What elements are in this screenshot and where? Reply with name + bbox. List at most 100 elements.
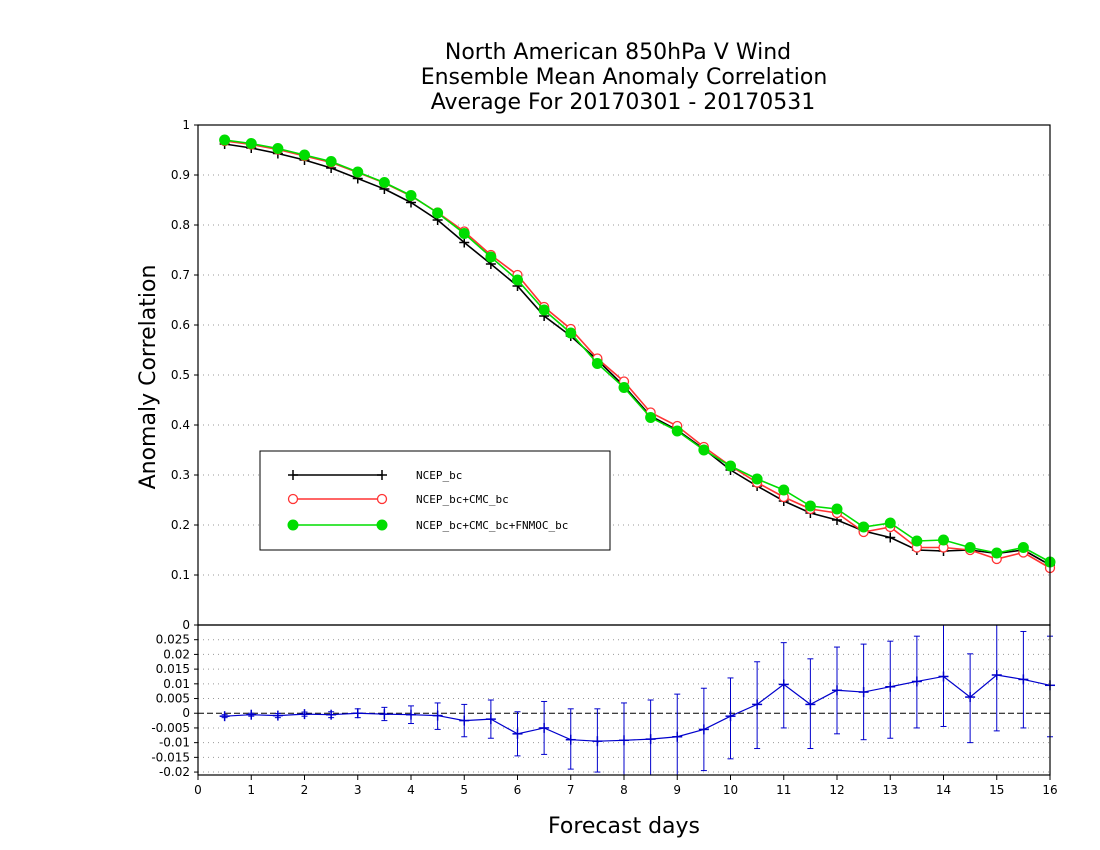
main-y-tick-label: 0.6 <box>171 318 190 332</box>
x-axis-title: Forecast days <box>548 814 700 839</box>
diff-point <box>938 671 949 682</box>
series-2-point <box>804 500 816 512</box>
diff-point <box>1018 674 1029 685</box>
series-2-point <box>512 274 523 286</box>
diff-y-tick-label: -0.01 <box>159 736 190 750</box>
series-2-point <box>751 473 763 485</box>
series-2-point <box>698 444 710 456</box>
diff-point <box>272 710 283 721</box>
x-tick-label: 2 <box>301 783 309 797</box>
diff-y-tick-label: 0.025 <box>156 633 190 647</box>
main-y-tick-label: 0.9 <box>171 168 190 182</box>
series-2-point <box>565 327 577 339</box>
diff-point <box>911 676 922 687</box>
legend-label-0: NCEP_bc <box>416 469 462 482</box>
x-tick-label: 10 <box>723 783 738 797</box>
series-2-point <box>858 521 870 533</box>
legend-marker-right-1 <box>376 493 388 505</box>
legend-marker-left-0 <box>288 470 298 480</box>
diff-point <box>698 724 709 735</box>
series-2-point <box>991 547 1003 559</box>
series-2-point <box>219 134 231 146</box>
axes-frame <box>194 124 1051 780</box>
diff-point <box>219 711 230 722</box>
series-0-point <box>885 532 896 543</box>
diff-point <box>326 709 337 720</box>
series-2-point <box>458 228 470 239</box>
diff-point <box>565 734 576 745</box>
diff-point <box>885 681 896 692</box>
diff-point <box>672 731 683 742</box>
series-2-point <box>245 138 257 149</box>
series-2-point <box>352 166 364 178</box>
tick-labels: 00.10.20.30.40.50.60.70.80.910.0250.020.… <box>151 118 1057 797</box>
x-tick-label: 6 <box>514 783 522 797</box>
legend-box <box>259 450 611 551</box>
diff-y-tick-label: -0.005 <box>151 721 190 735</box>
series-0-point <box>459 237 470 248</box>
series-2-point <box>485 251 497 263</box>
main-y-tick-label: 0.7 <box>171 268 190 282</box>
main-y-tick-label: 0.1 <box>171 568 190 582</box>
main-y-tick-label: 0.5 <box>171 368 190 382</box>
series-2-point <box>538 304 550 316</box>
chart-title-line-3: Average For 20170301 - 20170531 <box>431 90 816 115</box>
main-y-tick-label: 0.4 <box>171 418 190 432</box>
series-2-point <box>1017 542 1029 553</box>
series-2-point <box>778 484 790 496</box>
main-panel-grid <box>198 174 1050 576</box>
chart-title-line-2: Ensemble Mean Anomaly Correlation <box>421 65 828 90</box>
series-2-point <box>725 460 736 472</box>
diff-point <box>832 685 842 696</box>
x-tick-label: 12 <box>829 783 844 797</box>
series-2-point <box>378 177 390 188</box>
diff-point <box>406 709 416 720</box>
diff-point <box>379 709 390 720</box>
series-2-point <box>911 535 923 547</box>
main-y-tick-label: 0.3 <box>171 468 190 482</box>
diff-point <box>512 728 523 739</box>
series-2-point <box>671 425 683 437</box>
series-2-point <box>299 149 310 161</box>
x-tick-label: 14 <box>936 783 951 797</box>
diff-point <box>965 692 976 703</box>
legend-marker-left-2 <box>287 519 299 531</box>
legend-marker-left-1 <box>287 493 299 505</box>
legend-label-1: NCEP_bc+CMC_bc <box>416 493 509 506</box>
diff-point <box>619 735 629 746</box>
chart-title-line-1: North American 850hPa V Wind <box>445 40 791 65</box>
diff-point <box>459 715 470 726</box>
diff-y-tick-label: 0.005 <box>156 692 190 706</box>
diff-point <box>991 670 1002 680</box>
series-2-point <box>938 534 949 546</box>
diff-point <box>858 687 869 698</box>
main-y-tick-label: 1 <box>182 118 190 132</box>
series-2-point <box>645 412 657 423</box>
diff-point <box>778 679 789 690</box>
legend-marker-right-0 <box>377 470 387 480</box>
series-2-point <box>272 143 284 154</box>
diff-point <box>539 722 550 733</box>
legend-label-2: NCEP_bc+CMC_bc+FNMOC_bc <box>416 519 568 532</box>
diff-point <box>805 699 816 710</box>
legend-marker-right-2 <box>376 519 388 531</box>
x-tick-label: 3 <box>354 783 362 797</box>
x-tick-label: 15 <box>989 783 1004 797</box>
series-2-point <box>831 503 843 515</box>
series-2-point <box>405 190 417 201</box>
series-2-point <box>964 542 976 553</box>
diff-point <box>592 736 603 747</box>
x-tick-label: 16 <box>1042 783 1057 797</box>
main-panel-plot <box>219 134 1056 574</box>
x-tick-label: 0 <box>194 783 202 797</box>
diff-y-tick-label: -0.02 <box>159 765 190 779</box>
diff-point <box>725 711 736 722</box>
diff-point <box>432 710 443 721</box>
x-tick-label: 5 <box>460 783 468 797</box>
y-axis-title: Anomaly Correlation <box>136 265 161 490</box>
diff-point <box>246 709 257 720</box>
diff-y-tick-label: 0.01 <box>163 677 190 691</box>
x-tick-label: 11 <box>776 783 791 797</box>
series-2-point <box>618 382 630 393</box>
x-tick-label: 1 <box>247 783 255 797</box>
